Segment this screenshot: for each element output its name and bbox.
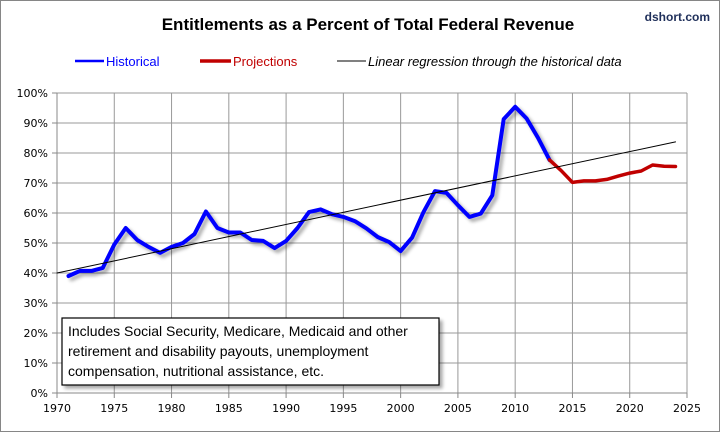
y-tick-label: 90%: [24, 117, 48, 130]
series-group: [56, 104, 678, 278]
y-axis-ticks: 0% 10% 20% 30% 40% 50% 60% 70% 80% 90% 100%: [17, 87, 57, 400]
legend: Historical Projections Linear regression…: [75, 54, 622, 69]
y-tick-label: 20%: [24, 327, 48, 340]
legend-item-regression: Linear regression through the historical…: [337, 54, 622, 69]
y-tick-label: 30%: [24, 297, 48, 310]
y-tick-label: 70%: [24, 177, 48, 190]
x-tick-label: 2020: [616, 402, 644, 415]
annotation-line-3: compensation, nutritional assistance, et…: [68, 363, 324, 379]
y-tick-label: 50%: [24, 237, 48, 250]
x-tick-label: 2010: [501, 402, 529, 415]
series-historical-line: [66, 104, 552, 278]
x-tick-label: 1975: [100, 402, 128, 415]
legend-label-historical: Historical: [106, 54, 160, 69]
legend-label-regression: Linear regression through the historical…: [368, 54, 622, 69]
grid: [57, 92, 688, 393]
x-tick-label: 1995: [329, 402, 357, 415]
source-label: dshort.com: [645, 10, 710, 24]
x-tick-label: 2000: [387, 402, 415, 415]
x-tick-label: 1970: [43, 402, 71, 415]
x-tick-label: 1985: [215, 402, 243, 415]
y-tick-label: 100%: [17, 87, 48, 100]
legend-item-historical: Historical: [75, 54, 160, 69]
y-tick-label: 60%: [24, 207, 48, 220]
y-tick-label: 10%: [24, 357, 48, 370]
chart-title: Entitlements as a Percent of Total Feder…: [162, 15, 575, 34]
legend-item-projections: Projections: [200, 54, 298, 69]
x-tick-label: 1980: [158, 402, 186, 415]
x-axis-ticks: 1970 1975 1980 1985 1990 1995 2000 2005 2010 2015…: [43, 393, 701, 415]
annotation-line-1: Includes Social Security, Medicare, Medi…: [68, 323, 408, 339]
y-tick-label: 80%: [24, 147, 48, 160]
y-tick-label: 0%: [31, 387, 48, 400]
x-tick-label: 1990: [272, 402, 300, 415]
legend-label-projections: Projections: [233, 54, 298, 69]
x-tick-label: 2005: [444, 402, 472, 415]
series-projections-line: [547, 158, 678, 185]
y-tick-label: 40%: [24, 267, 48, 280]
annotation-background: [61, 317, 440, 386]
x-tick-label: 2015: [558, 402, 586, 415]
annotation-line-2: retirement and disability payouts, unemp…: [68, 343, 368, 359]
x-tick-label: 2025: [673, 402, 701, 415]
annotation-box: Includes Social Security, Medicare, Medi…: [61, 317, 440, 386]
series-regression-line: [56, 141, 676, 274]
